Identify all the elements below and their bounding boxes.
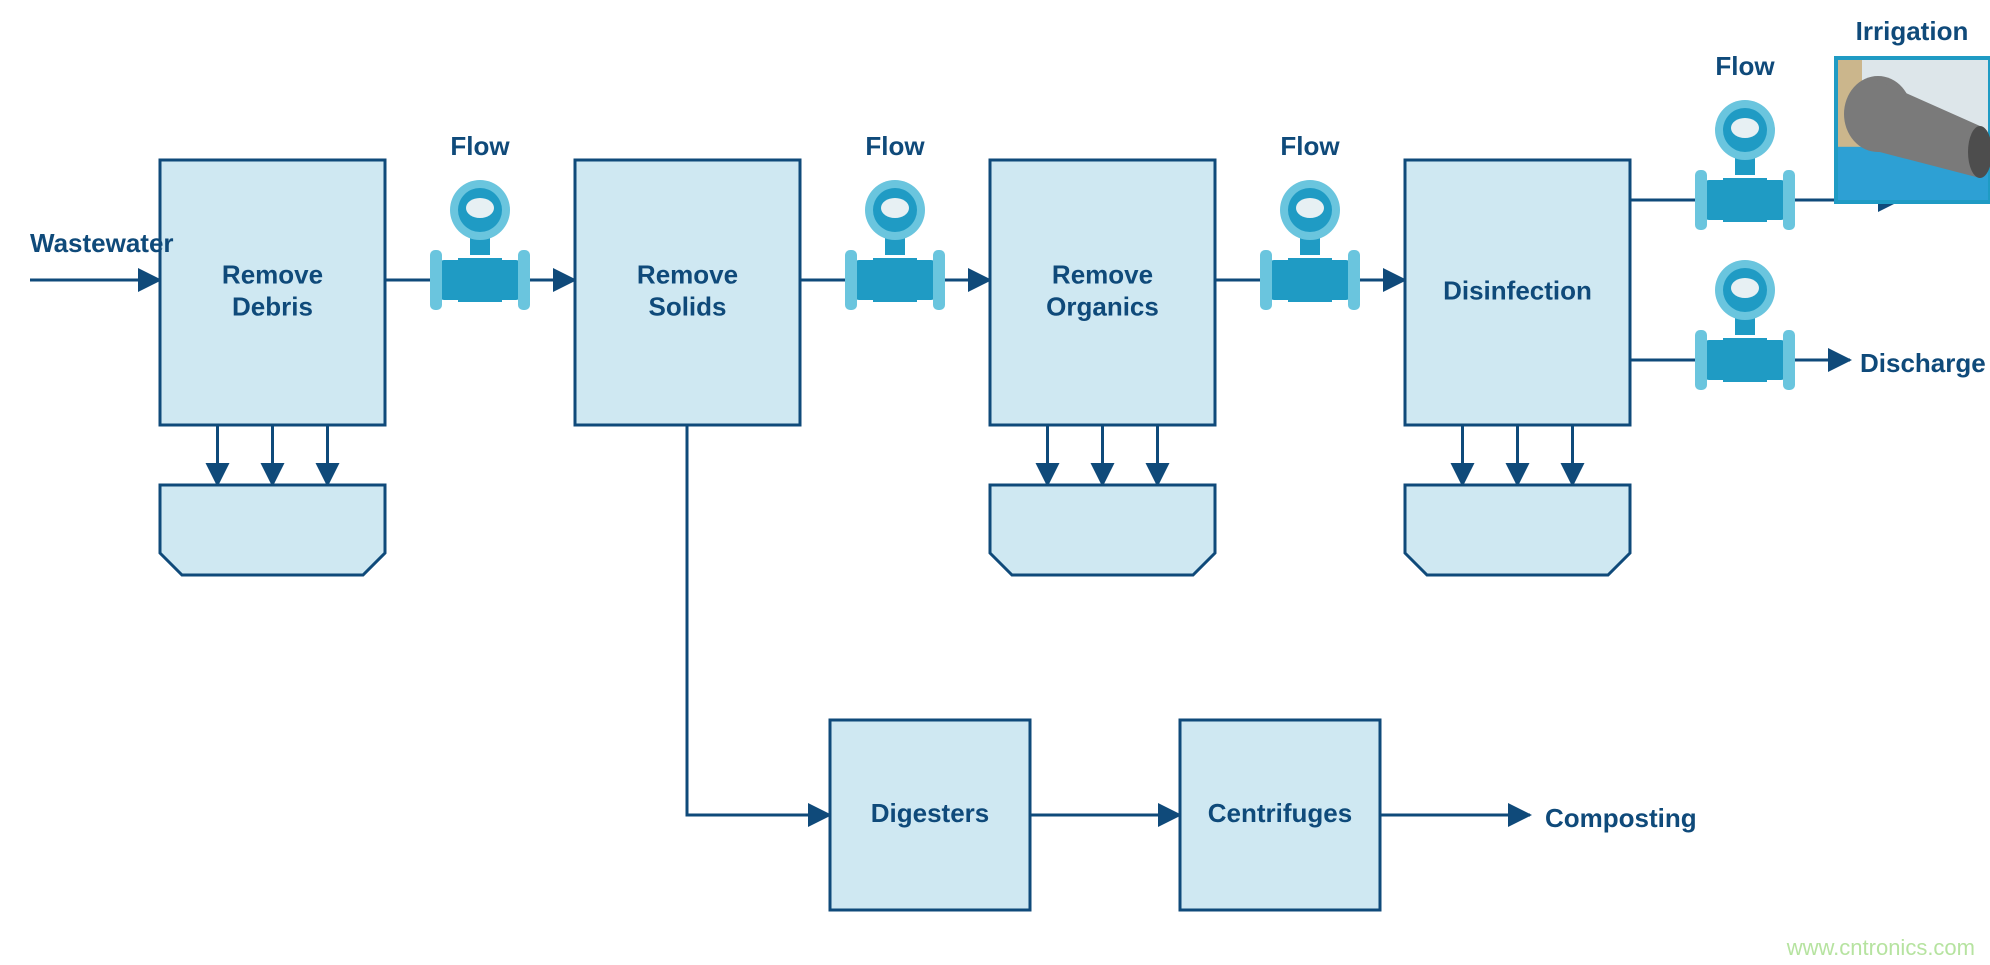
process-box-digesters: Digesters [830,720,1030,910]
flow-meter-icon [1695,260,1795,390]
watermark-text: www.cntronics.com [1786,935,1975,960]
process-box-label: Remove [637,259,738,289]
flow-meter-icon [1695,100,1795,230]
output-label-irrigation: Irrigation [1856,16,1969,46]
collector-bin [990,485,1215,575]
flow-edge-solids-digesters [687,425,830,815]
flow-label: Flow [1715,51,1775,81]
process-box-label: Remove [1052,259,1153,289]
collector-bin [1405,485,1630,575]
process-box-label: Solids [648,291,726,321]
process-box-label: Debris [232,291,313,321]
process-box-organics: RemoveOrganics [990,160,1215,425]
flow-label: Flow [450,131,510,161]
process-box-label: Digesters [871,798,990,828]
output-label-discharge: Discharge [1860,348,1986,378]
flow-label: Flow [1280,131,1340,161]
process-box-label: Disinfection [1443,275,1592,305]
output-label-composting: Composting [1545,803,1697,833]
input-label-wastewater: Wastewater [30,228,174,258]
flow-meter-icon [430,180,530,310]
process-box-label: Centrifuges [1208,798,1352,828]
process-box-solids: RemoveSolids [575,160,800,425]
process-box-centrifuges: Centrifuges [1180,720,1380,910]
flow-meter-icon [1260,180,1360,310]
collector-bin [160,485,385,575]
flow-meter-icon [845,180,945,310]
process-box-debris: RemoveDebris [160,160,385,425]
process-box-label: Remove [222,259,323,289]
irrigation-image [1834,56,1990,204]
flow-label: Flow [865,131,925,161]
process-box-label: Organics [1046,291,1159,321]
process-box-disinfect: Disinfection [1405,160,1630,425]
wastewater-process-flowchart: RemoveDebrisRemoveSolidsRemoveOrganicsDi… [0,0,1990,965]
